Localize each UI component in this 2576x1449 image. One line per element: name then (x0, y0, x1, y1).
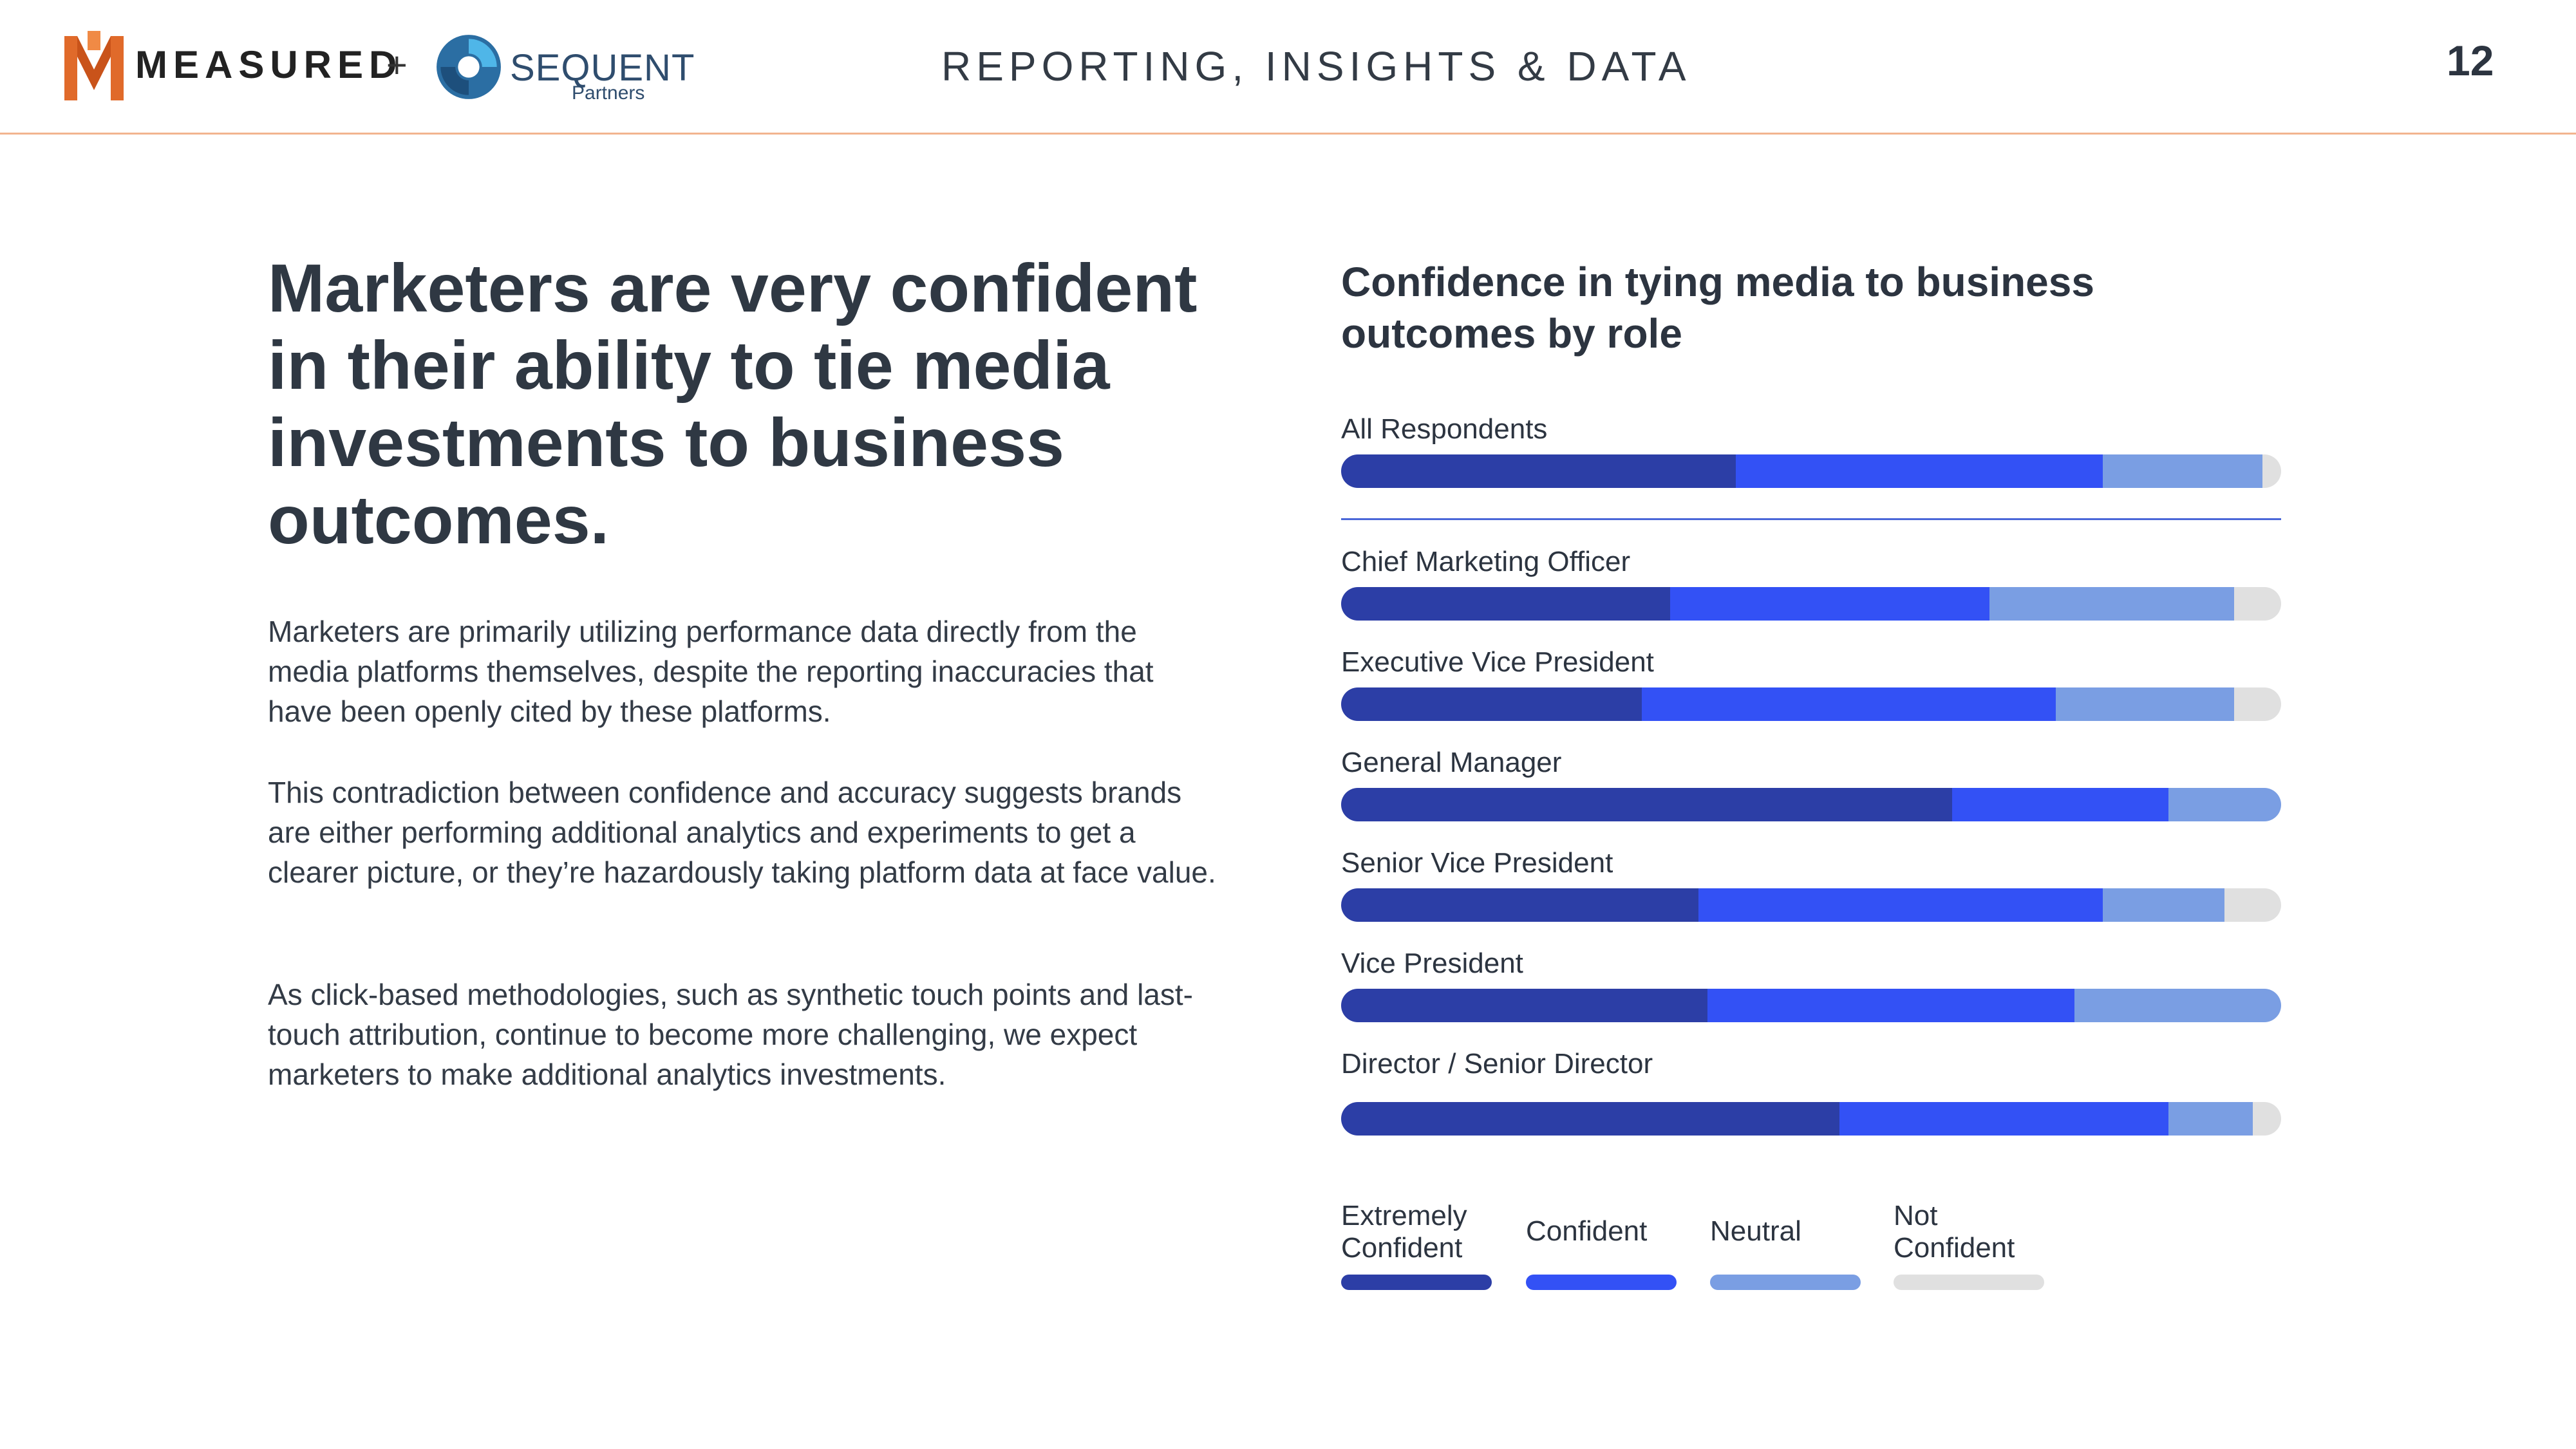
bar-row (1341, 989, 2281, 1022)
segment-neutral (2055, 687, 2234, 721)
segment-neutral (2074, 989, 2281, 1022)
sequent-logo-icon (437, 35, 501, 99)
bar-label: Chief Marketing Officer (1341, 546, 1631, 577)
segment-confident (1952, 788, 2168, 821)
segment-confident (1707, 989, 2074, 1022)
header-bar: MEASURED + SEQUENT Partners REPORTING, I… (0, 0, 2576, 135)
bar-row (1341, 454, 2281, 488)
segment-not-confident (2233, 687, 2281, 721)
legend-swatch-neutral (1710, 1275, 1861, 1290)
segment-confident (1839, 1102, 2168, 1136)
measured-logo-icon (64, 31, 124, 100)
bar-label: General Manager (1341, 747, 1562, 778)
partner-name: SEQUENT (510, 47, 695, 89)
segment-extremely-confident (1341, 587, 1670, 621)
divider-line (1341, 518, 2281, 520)
legend-swatch-confident (1526, 1275, 1677, 1290)
bar-label: Director / Senior Director (1341, 1048, 1653, 1080)
chart-title: Confidence in tying media to business ou… (1341, 259, 2094, 357)
bar-label: Executive Vice President (1341, 646, 1654, 678)
segment-extremely-confident (1341, 1102, 1839, 1136)
paragraph-1: Marketers are primarily utilizing perfor… (268, 615, 1154, 728)
bar-row (1341, 687, 2281, 721)
segment-not-confident (2262, 454, 2281, 488)
segment-extremely-confident (1341, 454, 1736, 488)
bar-label: Vice President (1341, 948, 1523, 979)
segment-not-confident (2224, 888, 2281, 922)
section-title: REPORTING, INSIGHTS & DATA (941, 43, 1691, 89)
page-number: 12 (2447, 37, 2494, 84)
legend-label-extremely-confident: Extremely Confident (1341, 1200, 1467, 1264)
segment-extremely-confident (1341, 888, 1698, 922)
segment-neutral (2168, 1102, 2253, 1136)
bar-row (1341, 888, 2281, 922)
paragraph-2: This contradiction between confidence an… (268, 776, 1216, 889)
segment-neutral (1989, 587, 2234, 621)
bar-label: Senior Vice President (1341, 847, 1613, 879)
segment-extremely-confident (1341, 989, 1708, 1022)
segment-not-confident (2253, 1102, 2281, 1136)
segment-neutral (2102, 454, 2262, 488)
legend-label-not-confident: Not Confident (1894, 1200, 2015, 1264)
segment-confident (1698, 888, 2103, 922)
segment-extremely-confident (1341, 687, 1642, 721)
paragraph-3: As click-based methodologies, such as sy… (268, 978, 1193, 1091)
bar-row (1341, 1102, 2281, 1136)
segment-confident (1670, 587, 1990, 621)
plus-sign: + (386, 44, 408, 85)
segment-confident (1642, 687, 2056, 721)
bar-label: All Respondents (1341, 413, 1548, 445)
legend-label-neutral: Neutral (1710, 1215, 1801, 1247)
legend-swatch-extremely-confident (1341, 1275, 1492, 1290)
segment-extremely-confident (1341, 788, 1952, 821)
segment-not-confident (2233, 587, 2281, 621)
brand-name: MEASURED (135, 43, 403, 86)
partner-sub: Partners (572, 82, 645, 104)
bar-row (1341, 788, 2281, 821)
segment-neutral (2168, 788, 2281, 821)
headline: Marketers are very confident in their ab… (268, 250, 1198, 558)
legend-swatch-not-confident (1894, 1275, 2044, 1290)
bar-row (1341, 587, 2281, 621)
legend-label-confident: Confident (1526, 1215, 1648, 1247)
segment-confident (1736, 454, 2103, 488)
segment-neutral (2102, 888, 2225, 922)
